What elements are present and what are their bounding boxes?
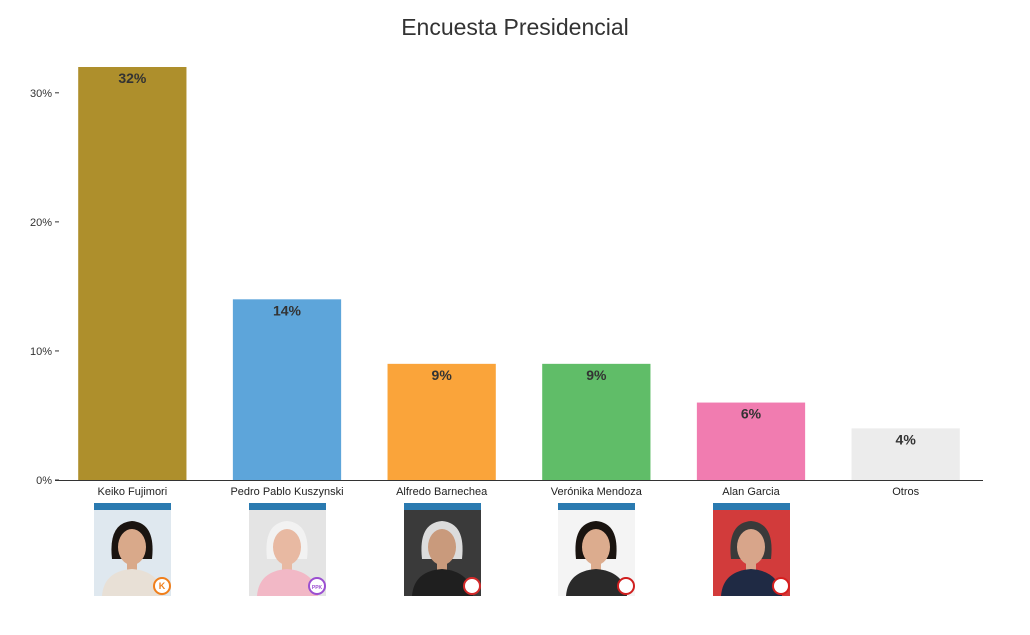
bar-chart: 0% 10% 20% 30% 32% Keiko Fujimori 14% Pedro Pab… bbox=[30, 67, 983, 498]
bar-value-label: 4% bbox=[896, 431, 917, 447]
category-label: Otros bbox=[892, 486, 919, 498]
category-label: Pedro Pablo Kuszynski bbox=[230, 486, 343, 498]
bar bbox=[387, 363, 496, 480]
category-label: Alfredo Barnechea bbox=[396, 486, 488, 498]
y-tick-label: 20% bbox=[30, 217, 52, 229]
bar-value-label: 9% bbox=[432, 367, 453, 383]
svg-text:K: K bbox=[159, 581, 166, 591]
bar-value-label: 14% bbox=[273, 302, 302, 318]
y-tick-label: 0% bbox=[36, 475, 52, 487]
candidate-photo bbox=[713, 503, 790, 596]
category-label: Keiko Fujimori bbox=[97, 486, 167, 498]
candidate-photo bbox=[403, 503, 481, 596]
bar bbox=[232, 299, 342, 480]
svg-text:PPK: PPK bbox=[312, 585, 323, 591]
bar bbox=[542, 363, 651, 480]
y-tick-label: 10% bbox=[30, 346, 52, 358]
bar-value-label: 9% bbox=[586, 367, 607, 383]
category-label: Verónika Mendoza bbox=[551, 486, 643, 498]
candidate-photo bbox=[558, 503, 636, 596]
y-tick-label: 30% bbox=[30, 88, 52, 100]
chart-title: Encuesta Presidencial bbox=[401, 14, 629, 40]
candidate-photo: K bbox=[94, 503, 172, 596]
candidate-photo: PPK bbox=[249, 503, 326, 596]
category-label: Alan Garcia bbox=[722, 486, 780, 498]
bar bbox=[78, 67, 187, 480]
bar-value-label: 6% bbox=[741, 406, 762, 422]
bar-value-label: 32% bbox=[118, 70, 147, 86]
bar bbox=[696, 402, 806, 480]
bar bbox=[851, 428, 960, 480]
